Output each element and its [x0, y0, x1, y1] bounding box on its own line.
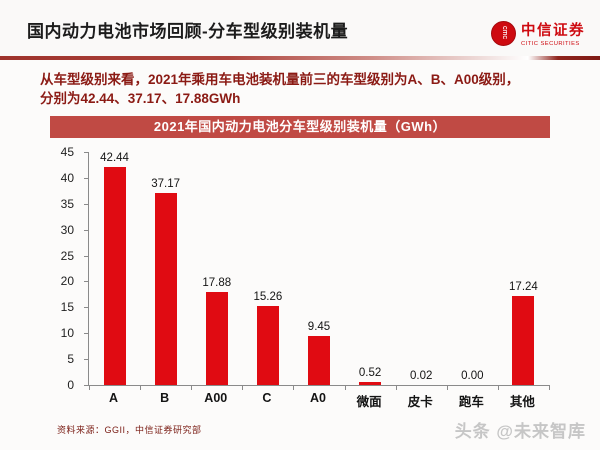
x-axis-tick: [242, 385, 244, 390]
x-axis-tick: [140, 385, 142, 390]
bar-slot: 17.88: [191, 152, 242, 385]
bar-value-label: 0.00: [461, 370, 484, 382]
x-axis-tick: [446, 385, 448, 390]
y-axis-tick-label: 5: [67, 352, 74, 367]
bar-slot: 0.52: [345, 152, 396, 385]
y-axis-tick-label: 20: [60, 274, 74, 289]
bar: [359, 382, 382, 385]
bar: [512, 296, 535, 385]
category-label: 皮卡: [407, 395, 433, 409]
x-axis-tick: [497, 385, 499, 390]
y-axis-tick-label: 25: [60, 248, 74, 263]
y-axis-tick-label: 15: [60, 300, 74, 315]
y-axis-tick-label: 35: [60, 196, 74, 211]
bar-value-label: 0.02: [410, 370, 433, 382]
plot-area: 42.44 37.17 17.88 15.26 9.45 0.52 0.02 0.00 17.2…: [84, 152, 550, 390]
category-label: A: [109, 391, 119, 405]
bar-value-label: 42.44: [100, 152, 129, 164]
citic-logo: CITIC 中信证券 CITIC SECURITIES: [491, 19, 585, 47]
chart-title-bar: 2021年国内动力电池分车型级别装机量（GWh）: [50, 116, 550, 138]
category-label: 跑车: [458, 395, 484, 409]
y-axis-tick: [84, 152, 89, 153]
citic-logo-icon: CITIC: [491, 20, 516, 46]
x-axis-tick: [395, 385, 397, 390]
x-axis-tick: [344, 385, 346, 390]
y-axis-tick: [84, 385, 89, 386]
summary-paragraph: 从车型级别来看，2021年乘用车电池装机量前三的车型级别为A、B、A00级别， …: [40, 70, 585, 108]
y-axis-tick: [84, 333, 89, 335]
bar-value-label: 17.24: [509, 281, 538, 293]
x-axis-tick: [293, 385, 295, 390]
bar-slot: 0.00: [447, 152, 498, 385]
bar-value-label: 17.88: [202, 277, 232, 289]
x-axis-category-labels: A B A00 C A0 微面 皮卡 跑车 其他: [88, 391, 548, 410]
bar-value-label: 0.52: [358, 367, 382, 379]
y-axis-tick: [84, 359, 89, 361]
x-axis-tick: [549, 385, 550, 390]
logo-name-en: CITIC SECURITIES: [521, 41, 580, 47]
bar-value-label: 15.26: [253, 291, 283, 303]
bar: [103, 167, 126, 385]
y-axis-tick: [84, 203, 89, 205]
summary-line-2: 分别为42.44、37.17、17.88GWh: [40, 91, 241, 106]
bar-slot: 17.24: [498, 152, 549, 385]
bar: [154, 193, 177, 385]
bar: [307, 336, 330, 385]
category-label: C: [262, 391, 272, 405]
bar-slot: 42.44: [89, 152, 140, 385]
y-axis-tick: [84, 177, 89, 179]
source-note: 资料来源：GGII，中信证券研究部: [57, 425, 202, 435]
category-label: A0: [310, 391, 326, 405]
citic-logo-text: 中信证券 CITIC SECURITIES: [521, 19, 585, 47]
y-axis-labels: 0 5 10 15 20 25 30 35 40 45: [44, 145, 82, 392]
x-axis-tick: [191, 385, 193, 390]
y-axis-tick-label: 40: [60, 170, 74, 185]
y-axis-tick-label: 0: [67, 378, 74, 392]
header: 国内动力电池市场回顾-分车型级别装机量 CITIC 中信证券 CITIC SEC…: [0, 0, 600, 56]
logo-name-cn: 中信证券: [521, 23, 585, 39]
bar-slot: 37.17: [140, 152, 191, 385]
y-axis-tick: [84, 281, 89, 283]
bar-value-label: 37.17: [151, 178, 181, 190]
y-axis-tick-label: 45: [60, 145, 74, 159]
y-axis-tick: [84, 229, 89, 231]
watermark: 头条 @未来智库: [454, 422, 586, 441]
y-axis-tick: [84, 307, 89, 309]
category-label: 其他: [509, 395, 535, 409]
summary-line-1: 从车型级别来看，2021年乘用车电池装机量前三的车型级别为A、B、A00级别，: [40, 72, 520, 87]
bar-slot: 9.45: [293, 152, 344, 385]
category-label: A00: [204, 391, 228, 405]
category-label: 微面: [356, 395, 382, 409]
page-title: 国内动力电池市场回顾-分车型级别装机量: [27, 22, 349, 41]
bar-value-label: 9.45: [307, 321, 331, 333]
category-label: B: [160, 391, 170, 405]
y-axis-tick: [84, 255, 89, 257]
y-axis-tick-label: 30: [60, 222, 74, 237]
bar-slot: 0.02: [396, 152, 447, 385]
bar: [205, 292, 228, 385]
bar-slot: 15.26: [242, 152, 293, 385]
bar: [256, 306, 279, 385]
x-axis-tick: [89, 385, 90, 390]
header-divider: [0, 56, 600, 60]
y-axis-tick-label: 10: [60, 326, 74, 341]
